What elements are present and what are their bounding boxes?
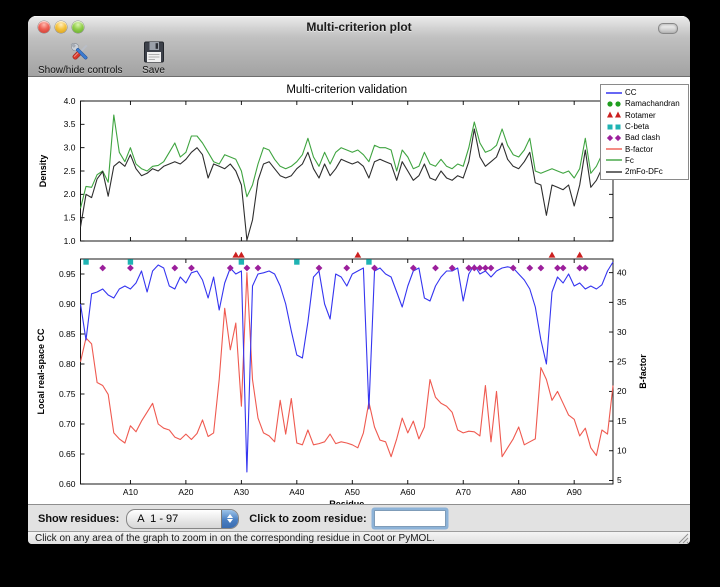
app-window: Multi-criterion plot Show/hide controls bbox=[28, 16, 690, 544]
residue-range-value: A 1 - 97 bbox=[137, 513, 221, 525]
legend-sample-line-icon bbox=[604, 155, 625, 165]
x-tick-label: A90 bbox=[567, 487, 582, 497]
y-tick-label: 0.65 bbox=[59, 449, 76, 459]
y-tick-label: 0.95 bbox=[59, 269, 76, 279]
zoom-residue-input[interactable] bbox=[374, 510, 446, 527]
legend-label: Ramachandran bbox=[625, 99, 680, 108]
plot-canvas[interactable]: 1.0 1.5 2.0 2.5 3.0 3.5 4.0 A10 A20 A30 A40 A50 A60 A… bbox=[28, 77, 690, 504]
legend-item-Bad clash: Bad clash bbox=[604, 132, 688, 143]
legend-item-C-beta: C-beta bbox=[604, 121, 688, 132]
title-bar: Multi-criterion plot bbox=[28, 16, 690, 38]
y-tick-label: 20 bbox=[617, 386, 627, 396]
bfactor-axis-label: B-factor bbox=[638, 354, 648, 389]
legend-item-2mFo-DFc: 2mFo-DFc bbox=[604, 166, 688, 177]
x-tick-label: A20 bbox=[178, 487, 193, 497]
toolbar: Show/hide controls Save bbox=[28, 38, 690, 77]
legend-label: Bad clash bbox=[625, 133, 660, 142]
y-tick-label: 3.5 bbox=[64, 119, 76, 129]
y-tick-label: 4.0 bbox=[64, 96, 76, 106]
marker-C-beta bbox=[128, 259, 133, 264]
x-tick-label: A80 bbox=[511, 487, 526, 497]
legend-item-Fc: Fc bbox=[604, 155, 688, 166]
marker-C-beta bbox=[83, 259, 88, 264]
legend-label: Rotamer bbox=[625, 111, 656, 120]
legend-sample-diamond-icon bbox=[604, 133, 625, 143]
density-axis-label: Density bbox=[38, 155, 48, 188]
window-title: Multi-criterion plot bbox=[28, 20, 690, 34]
marker-C-beta bbox=[366, 259, 371, 264]
x-tick-label: A30 bbox=[234, 487, 249, 497]
y-tick-label: 2.0 bbox=[64, 189, 76, 199]
x-tick-label: A40 bbox=[289, 487, 304, 497]
legend-label: Fc bbox=[625, 156, 634, 165]
tools-icon bbox=[67, 39, 93, 65]
zoom-residue-label: Click to zoom residue: bbox=[249, 513, 366, 525]
status-message: Click on any area of the graph to zoom i… bbox=[35, 533, 435, 544]
save-icon bbox=[141, 39, 167, 65]
y-tick-label: 0.80 bbox=[59, 359, 76, 369]
legend-sample-line-icon bbox=[604, 88, 625, 98]
legend-sample-line-icon bbox=[604, 144, 625, 154]
toolbar-toggle-button[interactable] bbox=[658, 23, 678, 34]
y-tick-label: 30 bbox=[617, 327, 627, 337]
legend-item-CC: CC bbox=[604, 87, 688, 98]
cc-axis-label: Local real-space CC bbox=[36, 328, 46, 415]
y-tick-label: 35 bbox=[617, 297, 627, 307]
y-tick-label: 0.75 bbox=[59, 389, 76, 399]
y-tick-label: 15 bbox=[617, 416, 627, 426]
y-tick-label: 3.0 bbox=[64, 142, 76, 152]
toolbar-button-label: Save bbox=[142, 65, 165, 76]
legend-item-Ramachandran: Ramachandran bbox=[604, 98, 688, 109]
x-tick-label: A60 bbox=[400, 487, 415, 497]
y-tick-label: 2.5 bbox=[64, 166, 76, 176]
y-tick-label: 0.85 bbox=[59, 329, 76, 339]
save-button[interactable]: Save bbox=[141, 39, 167, 76]
legend-sample-line-icon bbox=[604, 167, 625, 177]
x-tick-label: A10 bbox=[123, 487, 138, 497]
y-tick-label: 25 bbox=[617, 357, 627, 367]
legend-label: C-beta bbox=[625, 122, 649, 131]
bottom-axes-frame bbox=[81, 259, 614, 484]
y-tick-label: 5 bbox=[617, 475, 622, 485]
stepper-arrows-icon bbox=[221, 510, 238, 528]
toolbar-button-label: Show/hide controls bbox=[38, 65, 123, 76]
marker-C-beta bbox=[294, 259, 299, 264]
legend-label: 2mFo-DFc bbox=[625, 167, 663, 176]
y-tick-label: 0.90 bbox=[59, 299, 76, 309]
marker-Rotamer bbox=[354, 252, 361, 258]
marker-Rotamer bbox=[576, 252, 583, 258]
show-hide-controls-button[interactable]: Show/hide controls bbox=[38, 39, 123, 76]
status-bar: Click on any area of the graph to zoom i… bbox=[28, 531, 690, 544]
legend-sample-circle-icon bbox=[604, 99, 625, 109]
y-tick-label: 0.70 bbox=[59, 419, 76, 429]
show-residues-label: Show residues: bbox=[38, 513, 119, 525]
marker-Rotamer bbox=[232, 252, 239, 258]
y-tick-label: 10 bbox=[617, 446, 627, 456]
y-tick-label: 40 bbox=[617, 267, 627, 277]
marker-Rotamer bbox=[238, 252, 245, 258]
chart-title: Multi-criterion validation bbox=[286, 84, 407, 96]
residue-range-select[interactable]: A 1 - 97 bbox=[126, 509, 239, 529]
x-tick-label: A70 bbox=[456, 487, 471, 497]
legend: CC Ramachandran Rotamer C-beta Bad clash B-fa… bbox=[600, 84, 689, 180]
legend-item-Rotamer: Rotamer bbox=[604, 110, 688, 121]
x-tick-label: A50 bbox=[345, 487, 360, 497]
desktop: { "window": { "title": "Multi-criterion … bbox=[0, 0, 720, 587]
legend-label: CC bbox=[625, 88, 637, 97]
y-tick-label: 0.60 bbox=[59, 479, 76, 489]
resize-grip[interactable] bbox=[676, 531, 689, 544]
y-tick-label: 1.5 bbox=[64, 212, 76, 222]
legend-item-B-factor: B-factor bbox=[604, 143, 688, 154]
legend-label: B-factor bbox=[625, 145, 653, 154]
marker-C-beta bbox=[239, 259, 244, 264]
legend-sample-triangle-icon bbox=[604, 110, 625, 120]
legend-sample-square-icon bbox=[604, 122, 625, 132]
plot-figure: 1.0 1.5 2.0 2.5 3.0 3.5 4.0 A10 A20 A30 A40 A50 A60 A… bbox=[28, 77, 690, 504]
marker-Rotamer bbox=[549, 252, 556, 258]
y-tick-label: 1.0 bbox=[64, 236, 76, 246]
controls-bar: Show residues: A 1 - 97 Click to zoom re… bbox=[28, 504, 690, 532]
